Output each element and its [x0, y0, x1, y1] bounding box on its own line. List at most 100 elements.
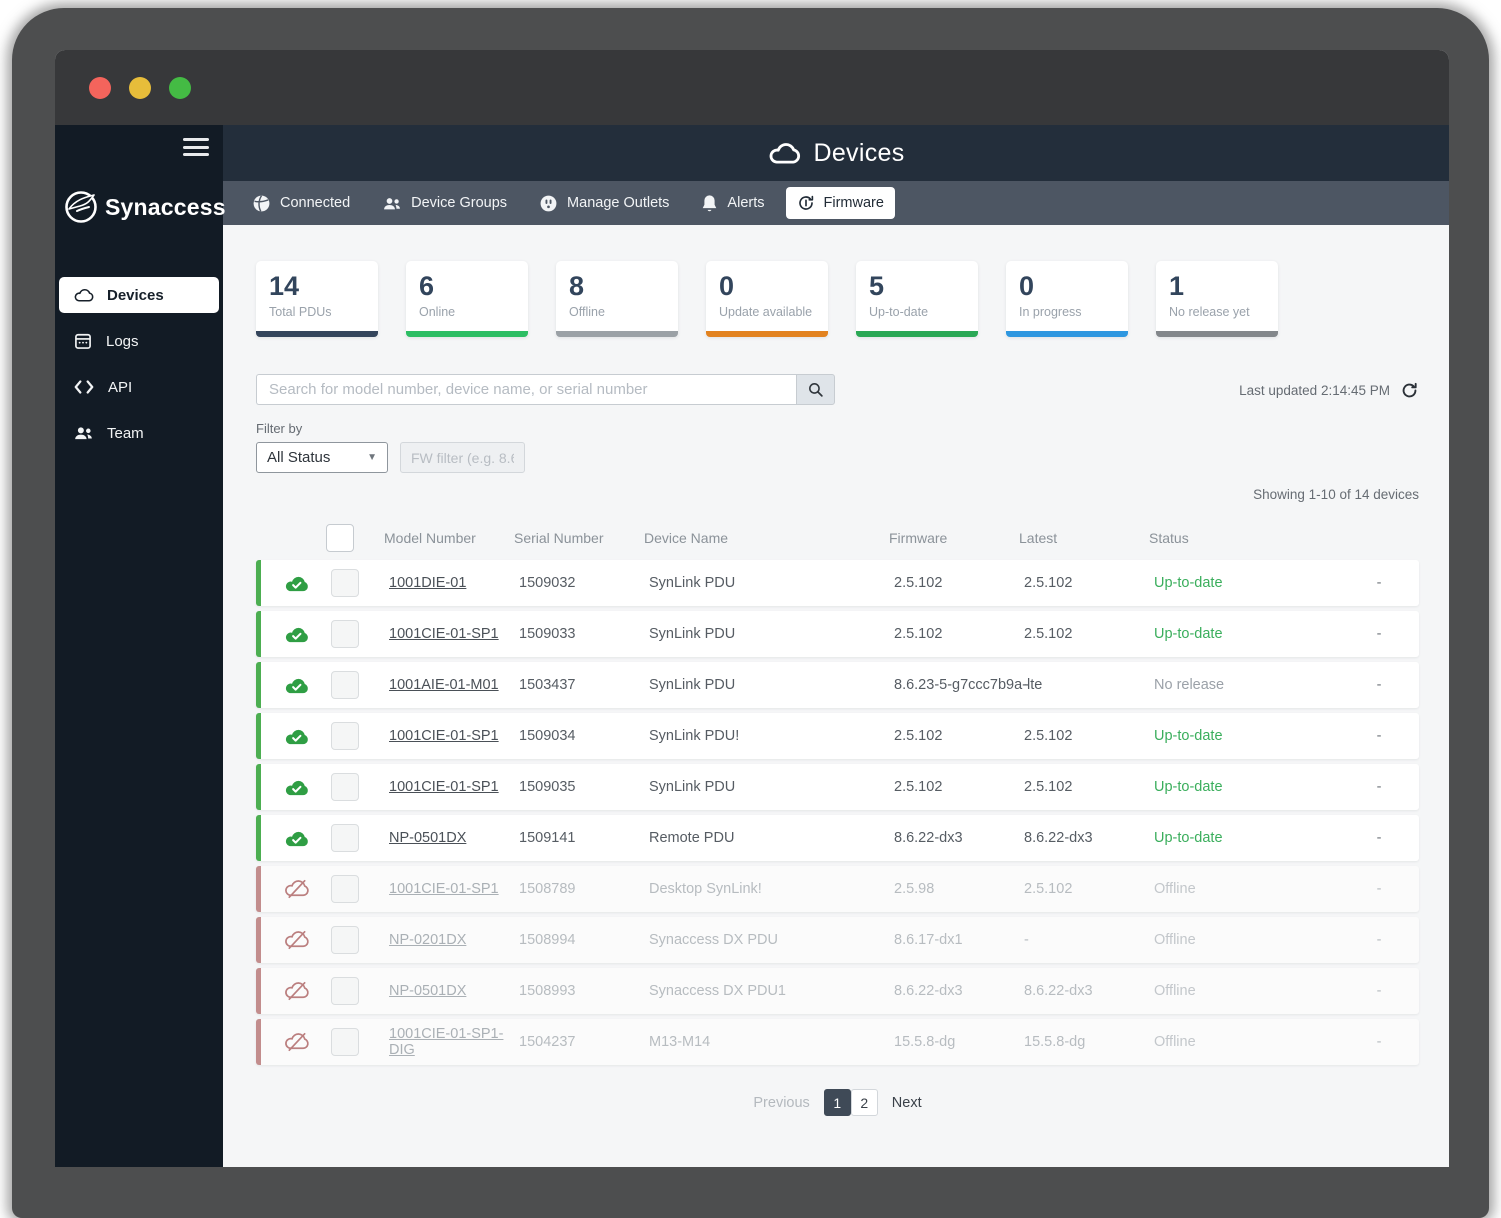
- sidebar-item-label: Devices: [107, 286, 164, 304]
- stat-label: Offline: [569, 304, 605, 319]
- latest-cell: 15.5.8-dg: [1024, 1034, 1086, 1050]
- firmware-update-icon: [797, 194, 815, 212]
- brand-logo: Synaccess: [55, 125, 226, 225]
- table-row: 1001CIE-01-SP1 1509034 SynLink PDU! 2.5.…: [256, 713, 1419, 759]
- cloud-check-online-icon: [284, 573, 309, 593]
- sidebar-menu: Devices Logs: [55, 277, 223, 451]
- brand-name: Synaccess: [105, 193, 226, 220]
- devices-table: Model Number Serial Number Device Name F…: [256, 516, 1419, 1065]
- status-cell: Offline: [1154, 881, 1196, 897]
- refresh-icon[interactable]: [1400, 381, 1419, 400]
- stats-row: 14 Total PDUs 6 Online 8 Offline 0 Updat…: [256, 261, 1419, 337]
- device-name-cell: M13-M14: [649, 1034, 711, 1050]
- synaccess-bird-icon: [63, 189, 99, 225]
- serial-number-cell: 1508993: [519, 983, 576, 999]
- next-page-button[interactable]: Next: [891, 1094, 922, 1111]
- tab-manage-outlets[interactable]: Manage Outlets: [528, 187, 680, 220]
- row-checkbox[interactable]: [331, 824, 359, 852]
- maximize-window-button[interactable]: [169, 76, 191, 99]
- pagination: Previous 1 2 Next: [256, 1089, 1419, 1116]
- sidebar-item-label: API: [108, 378, 133, 396]
- serial-number-cell: 1509033: [519, 626, 576, 642]
- hamburger-menu-icon[interactable]: [183, 138, 209, 158]
- sidebar-item-api[interactable]: API: [59, 369, 219, 405]
- latest-cell: -: [1024, 677, 1029, 693]
- stat-value: 0: [719, 271, 735, 301]
- page-1-button[interactable]: 1: [823, 1089, 851, 1116]
- action-cell: -: [1376, 728, 1382, 744]
- sidebar-item-label: Team: [107, 424, 144, 442]
- stat-label: No release yet: [1169, 304, 1250, 319]
- fw-filter-input[interactable]: [400, 442, 525, 473]
- model-number-link[interactable]: 1001AIE-01-M01: [389, 677, 499, 693]
- stat-value: 5: [869, 271, 885, 301]
- action-cell: -: [1376, 932, 1382, 948]
- search-input[interactable]: [256, 374, 796, 405]
- row-checkbox[interactable]: [331, 722, 359, 750]
- table-row: 1001AIE-01-M01 1503437 SynLink PDU 8.6.2…: [256, 662, 1419, 708]
- filter-by-label: Filter by: [256, 421, 303, 436]
- action-cell: -: [1376, 575, 1382, 591]
- row-checkbox[interactable]: [331, 620, 359, 648]
- tab-label: Connected: [280, 195, 351, 211]
- people-icon: [73, 425, 94, 441]
- model-number-link[interactable]: NP-0501DX: [389, 983, 467, 999]
- stat-value: 1: [1169, 271, 1185, 301]
- table-body: 1001DIE-01 1509032 SynLink PDU 2.5.102 2…: [256, 560, 1419, 1065]
- table-row: NP-0201DX 1508994 Synaccess DX PDU 8.6.1…: [256, 917, 1419, 963]
- model-number-link[interactable]: 1001CIE-01-SP1: [389, 881, 499, 897]
- close-window-button[interactable]: [89, 76, 111, 99]
- row-checkbox[interactable]: [331, 977, 359, 1005]
- sidebar-item-devices[interactable]: Devices: [59, 277, 219, 313]
- stat-card-total-pdus: 14 Total PDUs: [256, 261, 378, 337]
- action-cell: -: [1376, 677, 1382, 693]
- row-checkbox[interactable]: [331, 773, 359, 801]
- model-number-link[interactable]: 1001CIE-01-SP1: [389, 728, 499, 744]
- model-number-link[interactable]: 1001CIE-01-SP1-DIG: [389, 1026, 504, 1058]
- status-filter-value: All Status: [267, 449, 331, 466]
- tab-alerts[interactable]: Alerts: [690, 187, 775, 220]
- select-all-checkbox[interactable]: [326, 524, 354, 552]
- code-icon: [73, 378, 95, 396]
- status-cell: Up-to-date: [1154, 779, 1223, 795]
- app-window: Synaccess Devices: [55, 50, 1449, 1167]
- latest-cell: 2.5.102: [1024, 575, 1073, 591]
- model-number-link[interactable]: NP-0501DX: [389, 830, 467, 846]
- row-checkbox[interactable]: [331, 671, 359, 699]
- device-name-cell: SynLink PDU!: [649, 728, 740, 744]
- status-filter-select[interactable]: All Status ▼: [256, 442, 388, 473]
- column-header-status: Status: [1149, 530, 1189, 546]
- device-name-cell: SynLink PDU: [649, 626, 736, 642]
- firmware-cell: 2.5.102: [894, 779, 943, 795]
- stat-card-no-release: 1 No release yet: [1156, 261, 1278, 337]
- minimize-window-button[interactable]: [129, 76, 151, 99]
- row-checkbox[interactable]: [331, 1028, 359, 1056]
- model-number-link[interactable]: 1001CIE-01-SP1: [389, 626, 499, 642]
- row-checkbox[interactable]: [331, 569, 359, 597]
- action-cell: -: [1376, 881, 1382, 897]
- cloud-check-online-icon: [284, 726, 309, 746]
- row-checkbox[interactable]: [331, 875, 359, 903]
- model-number-link[interactable]: 1001DIE-01: [389, 575, 467, 591]
- action-cell: -: [1376, 830, 1382, 846]
- sidebar: Synaccess Devices: [55, 125, 226, 1167]
- tab-label: Firmware: [823, 195, 884, 211]
- previous-page-button[interactable]: Previous: [753, 1094, 810, 1111]
- latest-cell: 2.5.102: [1024, 626, 1073, 642]
- tab-connected[interactable]: Connected: [241, 187, 361, 220]
- column-header-model: Model Number: [384, 530, 476, 546]
- sidebar-item-label: Logs: [106, 332, 139, 350]
- model-number-link[interactable]: 1001CIE-01-SP1: [389, 779, 499, 795]
- tab-firmware[interactable]: Firmware: [785, 187, 895, 219]
- table-row: 1001DIE-01 1509032 SynLink PDU 2.5.102 2…: [256, 560, 1419, 606]
- device-name-cell: Remote PDU: [649, 830, 735, 846]
- sidebar-item-team[interactable]: Team: [59, 415, 219, 451]
- sidebar-item-logs[interactable]: Logs: [59, 323, 219, 359]
- latest-cell: 2.5.102: [1024, 728, 1073, 744]
- search-button[interactable]: [796, 374, 835, 405]
- model-number-link[interactable]: NP-0201DX: [389, 932, 467, 948]
- row-checkbox[interactable]: [331, 926, 359, 954]
- page-2-button[interactable]: 2: [850, 1089, 878, 1116]
- tab-device-groups[interactable]: Device Groups: [371, 188, 518, 218]
- latest-cell: 2.5.102: [1024, 881, 1073, 897]
